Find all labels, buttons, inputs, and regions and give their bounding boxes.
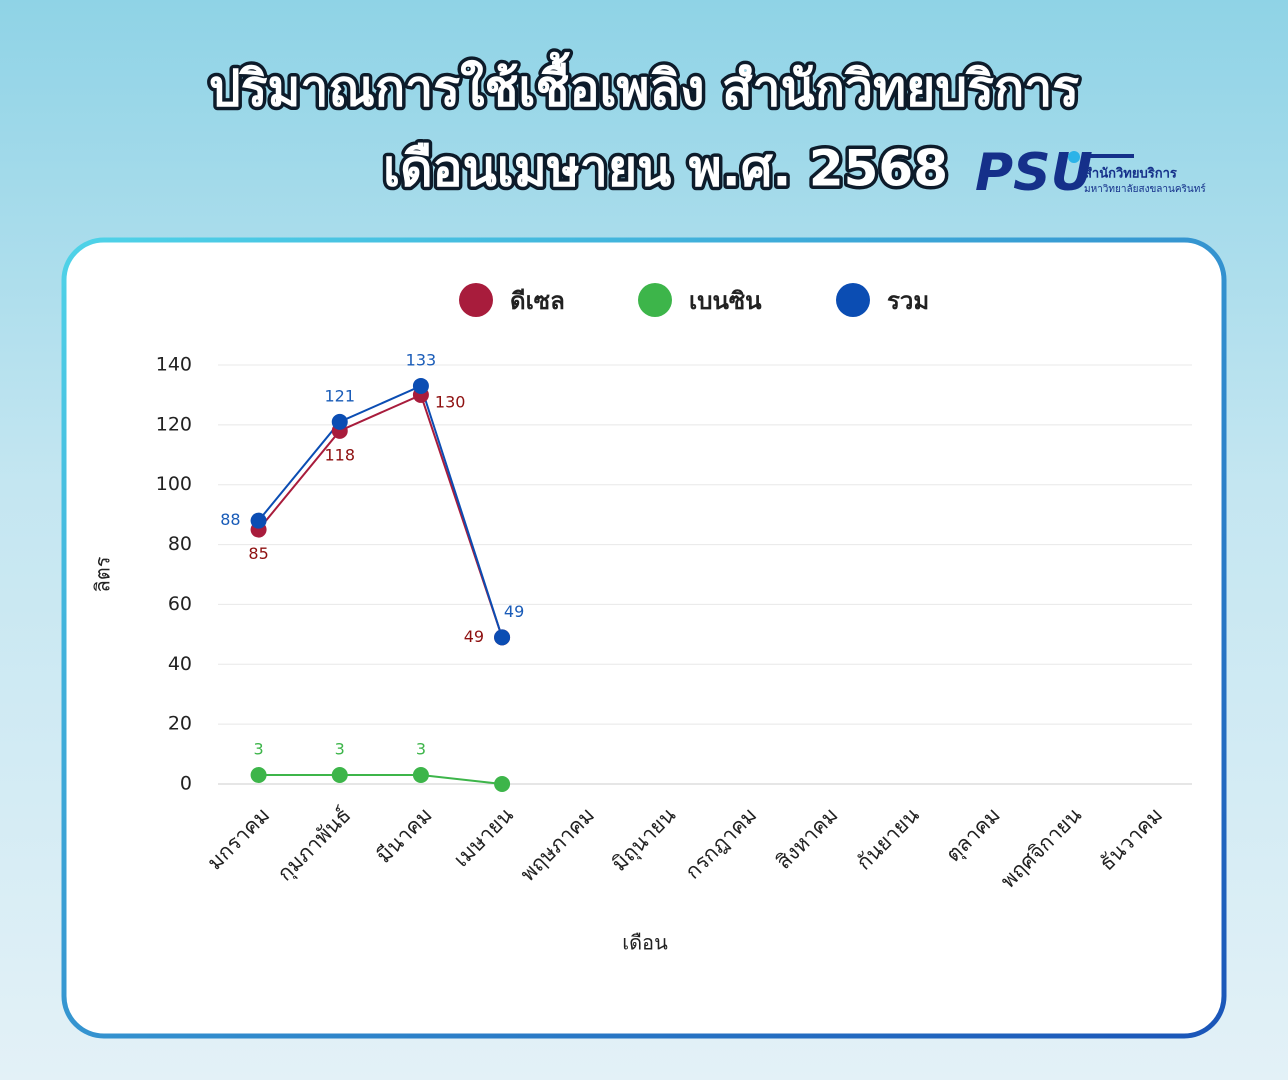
title: ปริมาณการใช้เชื้อเพลิง สำนักวิทยบริการ bbox=[209, 52, 1079, 118]
data-label: 118 bbox=[324, 445, 355, 464]
data-point bbox=[250, 767, 267, 784]
y-axis-label: ลิตร bbox=[91, 556, 115, 592]
legend-label: รวม bbox=[887, 287, 929, 315]
y-tick-label: 100 bbox=[156, 473, 192, 495]
data-label: 49 bbox=[464, 627, 484, 646]
data-point bbox=[412, 377, 429, 394]
card bbox=[61, 237, 1227, 1039]
data-label: 3 bbox=[253, 740, 263, 759]
data-point bbox=[494, 629, 511, 646]
y-tick-label: 120 bbox=[156, 413, 192, 435]
y-tick-label: 60 bbox=[168, 593, 192, 615]
y-tick-label: 20 bbox=[168, 713, 192, 735]
data-label: 88 bbox=[220, 510, 240, 529]
legend-marker bbox=[459, 283, 493, 317]
logo-bar bbox=[1084, 154, 1134, 158]
legend-label: เบนซิน bbox=[689, 287, 762, 315]
logo-name: สำนักวิทยบริการ bbox=[1084, 166, 1177, 182]
logo-university: มหาวิทยาลัยสงขลานครินทร์ bbox=[1084, 183, 1206, 195]
logo: PSU สำนักวิทยบริการ มหาวิทยาลัยสงขลานคริ… bbox=[975, 143, 1206, 203]
data-label: 3 bbox=[335, 740, 345, 759]
series-line bbox=[257, 384, 504, 638]
data-point bbox=[494, 776, 511, 792]
data-point bbox=[331, 413, 348, 430]
data-point bbox=[250, 512, 267, 529]
y-tick-label: 140 bbox=[156, 354, 192, 376]
data-label: 133 bbox=[406, 350, 437, 369]
data-label: 121 bbox=[324, 386, 355, 405]
series-line bbox=[258, 774, 503, 785]
y-tick-label: 80 bbox=[168, 533, 192, 555]
logo-dot bbox=[1068, 151, 1080, 163]
x-axis-label: เดือน bbox=[622, 931, 668, 955]
data-label: 85 bbox=[248, 544, 268, 563]
y-tick-label: 0 bbox=[180, 773, 192, 795]
data-label: 49 bbox=[504, 602, 524, 621]
data-label: 3 bbox=[416, 740, 426, 759]
y-tick-label: 40 bbox=[168, 653, 192, 675]
subtitle: เดือนเมษายน พ.ศ. 2568 bbox=[383, 140, 948, 198]
legend-marker bbox=[638, 283, 672, 317]
legend-marker bbox=[836, 283, 870, 317]
legend-label: ดีเซล bbox=[510, 287, 565, 315]
data-label: 130 bbox=[435, 392, 466, 411]
data-point bbox=[331, 767, 348, 784]
series-line bbox=[257, 393, 504, 638]
data-point bbox=[412, 767, 429, 784]
